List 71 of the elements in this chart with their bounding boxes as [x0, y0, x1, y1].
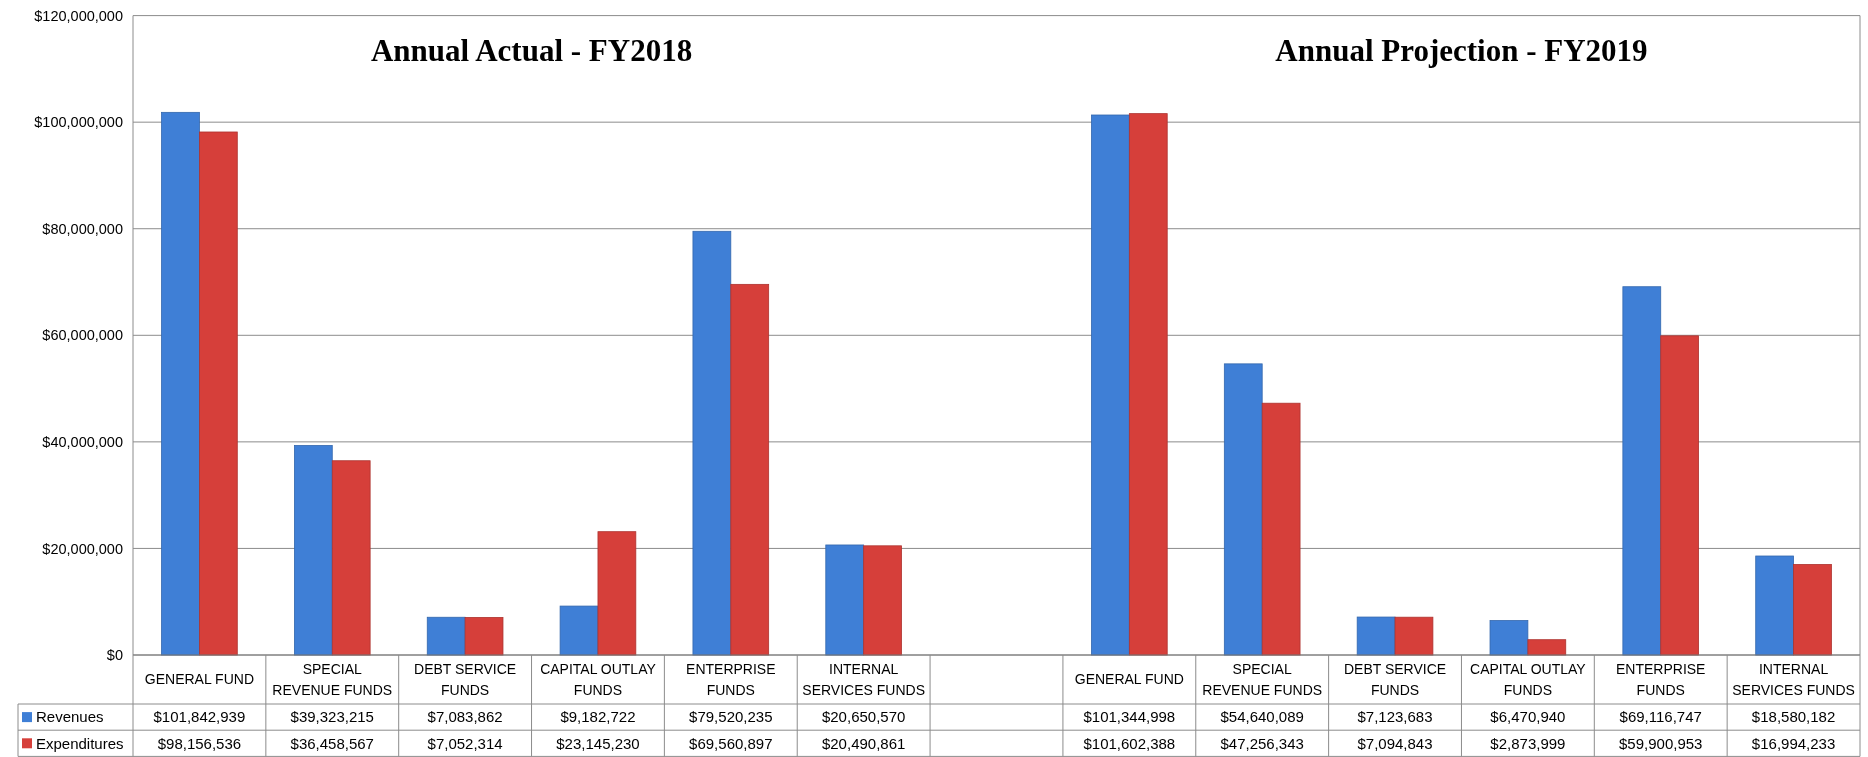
x-tick-label: SPECIAL REVENUE FUNDS — [1202, 660, 1323, 698]
data-label: $39,323,215 — [290, 708, 374, 726]
y-tick-label: $0 — [106, 647, 123, 664]
x-tick-label: ENTERPRISE FUNDS — [686, 660, 776, 698]
bar — [199, 131, 238, 656]
bar — [1527, 639, 1567, 656]
y-tick-label: $40,000,000 — [42, 433, 123, 450]
data-label: $54,640,089 — [1220, 708, 1304, 726]
data-label: $101,842,939 — [153, 708, 246, 726]
bar — [1091, 114, 1130, 656]
bar — [825, 544, 865, 656]
y-tick-label: $120,000,000 — [34, 7, 123, 24]
x-tick-label: GENERAL FUND — [1074, 671, 1184, 688]
bar — [730, 283, 770, 656]
y-tick-label: $80,000,000 — [42, 220, 123, 237]
legend-label: Expenditures — [36, 734, 124, 752]
bar — [559, 605, 599, 656]
data-label: $7,123,683 — [1357, 708, 1433, 726]
x-tick-label: INTERNAL SERVICES FUNDS — [802, 660, 925, 698]
y-tick-label: $100,000,000 — [34, 114, 123, 131]
bar — [294, 445, 333, 656]
y-tick-label: $60,000,000 — [42, 327, 123, 344]
x-tick-label: DEBT SERVICE FUNDS — [1343, 660, 1447, 698]
bar — [1356, 616, 1396, 656]
x-tick-label: CAPITAL OUTLAY FUNDS — [540, 660, 657, 698]
bar — [1128, 113, 1168, 656]
x-tick-label: SPECIAL REVENUE FUNDS — [272, 660, 393, 698]
data-label: $79,520,235 — [689, 708, 773, 726]
x-tick-label: ENTERPRISE FUNDS — [1616, 660, 1706, 698]
bar — [1394, 616, 1434, 656]
data-label: $59,900,953 — [1619, 734, 1703, 752]
bar — [464, 617, 504, 656]
annotation: Annual Actual - FY2018 — [370, 32, 693, 68]
x-tick-label: INTERNAL SERVICES FUNDS — [1732, 660, 1855, 698]
bar — [1755, 555, 1794, 656]
data-label: $7,052,314 — [427, 734, 503, 752]
data-label: $7,083,862 — [427, 708, 503, 726]
bar — [1622, 286, 1662, 656]
data-label: $9,182,722 — [560, 708, 636, 726]
bar — [161, 111, 200, 656]
data-label: $23,145,230 — [556, 734, 640, 752]
data-label: $6,470,940 — [1490, 708, 1566, 726]
y-tick-label: $20,000,000 — [42, 540, 123, 557]
bar — [1793, 564, 1832, 656]
bar — [426, 616, 466, 656]
data-label: $98,156,536 — [157, 734, 242, 752]
bar — [597, 531, 637, 656]
x-tick-label: DEBT SERVICE FUNDS — [414, 660, 517, 698]
data-label: $7,094,843 — [1357, 734, 1433, 752]
data-label: $69,116,747 — [1619, 708, 1702, 726]
data-label: $69,560,897 — [689, 734, 773, 752]
data-label: $20,490,861 — [821, 734, 906, 752]
annotation: Annual Projection - FY2019 — [1275, 32, 1648, 68]
x-tick-label: CAPITAL OUTLAY FUNDS — [1470, 660, 1587, 698]
bar — [331, 460, 371, 656]
bar — [692, 230, 732, 656]
bar — [1660, 335, 1699, 656]
data-label: $101,344,998 — [1083, 708, 1176, 726]
data-label: $20,650,570 — [821, 708, 906, 726]
bar — [1223, 363, 1263, 656]
x-tick-label: GENERAL FUND — [144, 671, 255, 688]
data-label: $36,458,567 — [290, 734, 374, 752]
bar — [863, 545, 902, 656]
data-label: $16,994,233 — [1751, 734, 1836, 752]
bar — [1489, 620, 1529, 656]
data-label: $18,580,182 — [1751, 708, 1836, 726]
data-label: $47,256,343 — [1220, 734, 1304, 752]
bar — [1261, 402, 1301, 656]
legend-label: Revenues — [36, 708, 104, 726]
data-label: $2,873,999 — [1490, 734, 1566, 752]
data-label: $101,602,388 — [1083, 734, 1176, 752]
